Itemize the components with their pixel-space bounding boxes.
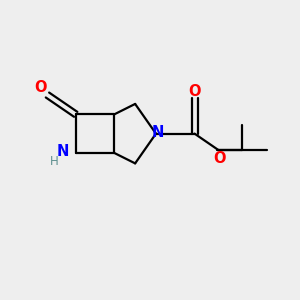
Text: N: N: [57, 144, 69, 159]
Text: O: O: [34, 80, 46, 95]
Text: O: O: [188, 84, 201, 99]
Text: H: H: [50, 155, 59, 168]
Text: N: N: [151, 125, 164, 140]
Text: O: O: [214, 151, 226, 166]
